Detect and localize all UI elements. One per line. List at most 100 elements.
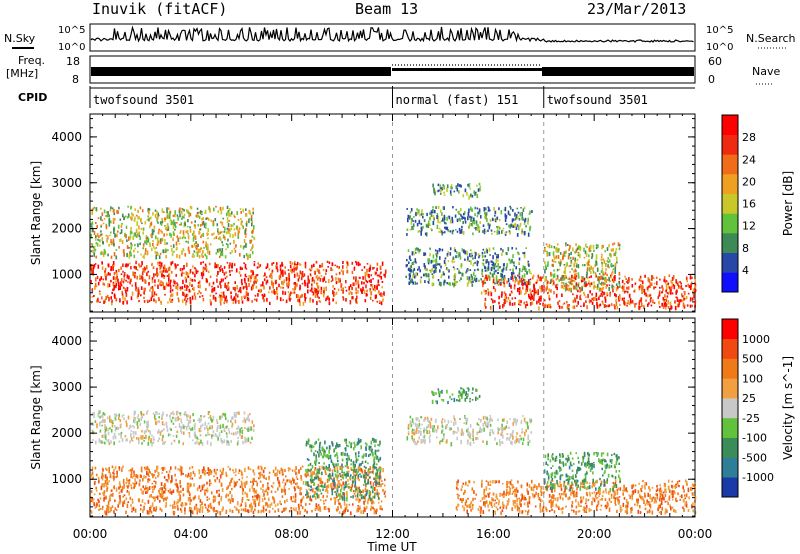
echo-cell (167, 283, 170, 287)
echo-cell (221, 252, 224, 257)
echo-cell (376, 267, 378, 272)
echo-cell (595, 244, 598, 247)
echo-cell (178, 208, 181, 214)
echo-cell (519, 279, 522, 283)
echo-cell (317, 472, 320, 475)
echo-cell (318, 269, 320, 274)
echo-cell (101, 508, 104, 510)
echo-cell (177, 416, 179, 421)
echo-cell (483, 232, 486, 235)
echo-cell (321, 465, 323, 470)
echo-cell (158, 490, 161, 494)
echo-cell (244, 229, 246, 234)
echo-cell (612, 288, 614, 293)
echo-cell (104, 250, 106, 255)
echo-cell (175, 241, 178, 246)
echo-cell (167, 473, 170, 478)
echo-cell (357, 505, 359, 507)
echo-cell (247, 417, 249, 421)
echo-cell (293, 507, 295, 510)
echo-cell (647, 294, 649, 298)
echo-cell (119, 419, 122, 423)
echo-cell (374, 285, 376, 289)
echo-cell (315, 292, 317, 296)
echo-cell (253, 280, 255, 284)
echo-cell (281, 261, 283, 267)
echo-cell (443, 191, 445, 194)
echo-cell (694, 285, 696, 288)
echo-cell (239, 274, 242, 277)
echo-cell (158, 261, 160, 264)
echo-cell (127, 501, 130, 504)
echo-cell (503, 280, 505, 283)
echo-cell (213, 287, 216, 292)
echo-cell (367, 500, 369, 505)
echo-cell (443, 194, 446, 196)
echo-cell (123, 494, 126, 497)
echo-cell (178, 418, 181, 420)
echo-cell (244, 266, 247, 269)
echo-cell (105, 275, 107, 280)
echo-cell (577, 301, 579, 305)
echo-cell (536, 279, 539, 284)
echo-cell (451, 230, 454, 235)
echo-cell (316, 474, 318, 478)
echo-cell (109, 273, 111, 276)
echo-cell (160, 482, 163, 486)
echo-cell (192, 237, 195, 242)
echo-cell (233, 247, 236, 250)
echo-cell (564, 266, 566, 270)
echo-cell (476, 268, 479, 271)
echo-cell (474, 191, 477, 194)
echo-cell (208, 411, 210, 413)
echo-cell (212, 295, 215, 300)
echo-cell (530, 291, 532, 296)
echo-cell (481, 280, 484, 283)
echo-cell (484, 265, 486, 269)
echo-cell (432, 183, 434, 188)
echo-cell (600, 293, 603, 296)
echo-cell (375, 271, 377, 275)
echo-cell (149, 225, 151, 229)
echo-cell (144, 476, 147, 479)
echo-cell (468, 183, 471, 188)
echo-cell (683, 304, 686, 308)
echo-cell (163, 285, 165, 289)
echo-cell (429, 223, 431, 226)
echo-cell (187, 246, 190, 251)
echo-cell (539, 285, 541, 290)
echo-cell (190, 510, 193, 514)
echo-cell (220, 285, 222, 289)
echo-cell (219, 231, 222, 235)
echo-cell (160, 241, 162, 244)
echo-cell (480, 278, 482, 281)
echo-cell (239, 253, 241, 257)
echo-cell (473, 272, 475, 276)
echo-cell (183, 425, 185, 430)
echo-cell (572, 247, 574, 252)
echo-cell (251, 284, 254, 287)
echo-cell (231, 224, 234, 227)
echo-cell (602, 282, 605, 286)
echo-cell (501, 230, 503, 234)
echo-cell (206, 489, 209, 493)
echo-cell (278, 283, 280, 288)
echo-cell (255, 280, 257, 284)
echo-cell (356, 487, 359, 492)
echo-cell (276, 473, 278, 477)
echo-cell (499, 278, 501, 281)
echo-cell (226, 288, 229, 291)
echo-cell (594, 272, 597, 276)
echo-cell (309, 289, 312, 292)
echo-cell (555, 284, 558, 286)
echo-cell (463, 216, 465, 219)
echo-cell (275, 279, 277, 284)
echo-cell (601, 300, 604, 303)
nave-hi-label: 60 (708, 55, 722, 68)
echo-cell (405, 275, 407, 278)
echo-cell (281, 510, 283, 513)
echo-cell (151, 502, 154, 507)
echo-cell (521, 274, 524, 279)
echo-cell (456, 281, 458, 283)
echo-cell (568, 248, 570, 252)
